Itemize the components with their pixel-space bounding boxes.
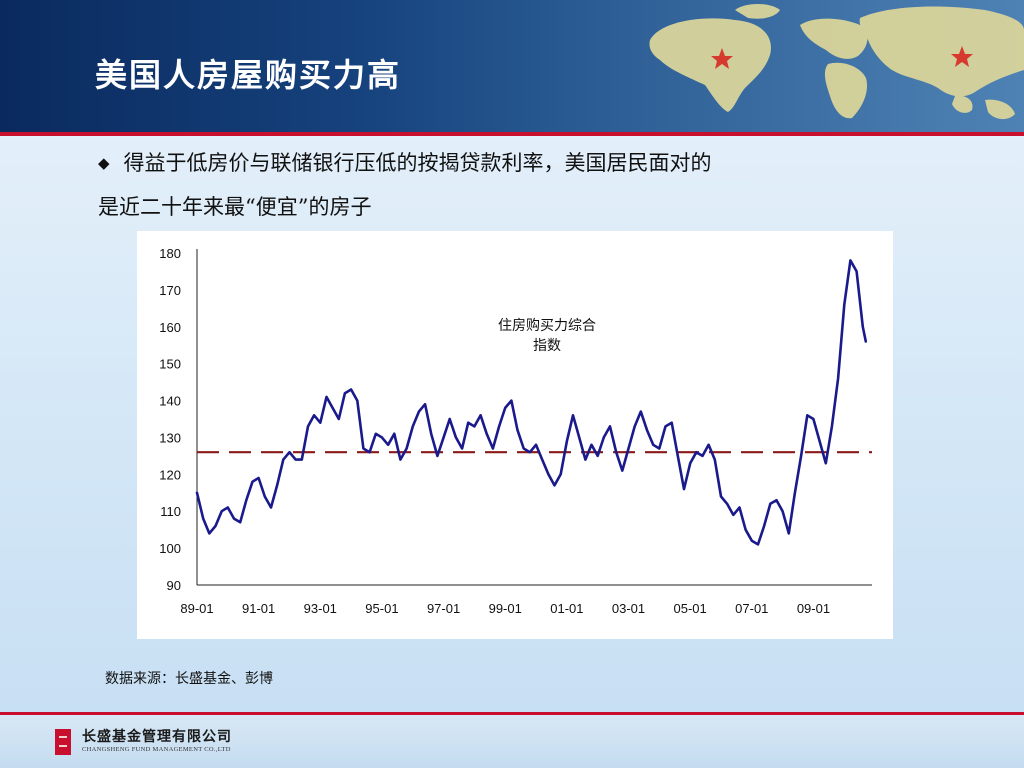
y-tick-label: 140 xyxy=(159,394,181,409)
y-tick-label: 130 xyxy=(159,430,181,445)
y-tick-label: 120 xyxy=(159,467,181,482)
affordability-chart: 90 100 110 120 130 140 150 160 170 180 89-01 91-01 9… xyxy=(159,246,872,616)
y-tick-label: 110 xyxy=(160,504,181,519)
chart-annotation-line-2: 指数 xyxy=(533,338,561,354)
y-tick-label: 180 xyxy=(159,246,181,261)
bullet-line-2: 是近二十年来最“便宜”的房子 xyxy=(98,195,372,219)
x-tick-label: 97-01 xyxy=(427,601,460,616)
x-tick-label: 07-01 xyxy=(735,601,768,616)
company-logo-icon xyxy=(55,729,71,755)
bullet-line-1: ◆ 得益于低房价与联储银行压低的按揭贷款利率，美国居民面对的 xyxy=(98,142,938,186)
chart-container: 90 100 110 120 130 140 150 160 170 180 89-01 91-01 9… xyxy=(137,231,893,639)
y-tick-label: 160 xyxy=(159,320,181,335)
data-source-note: 数据来源：长盛基金、彭博 xyxy=(105,671,273,687)
header-banner: 美国人房屋购买力高 xyxy=(0,0,1024,132)
bullet-paragraph: ◆ 得益于低房价与联储银行压低的按揭贷款利率，美国居民面对的 是近二十年来最“便宜… xyxy=(98,142,938,228)
footer-bar: 长盛基金管理有限公司 CHANGSHENG FUND MANAGEMENT CO… xyxy=(0,715,1024,768)
x-tick-label: 93-01 xyxy=(304,601,337,616)
page-title: 美国人房屋购买力高 xyxy=(95,56,402,94)
x-tick-label: 09-01 xyxy=(797,601,830,616)
x-tick-label: 99-01 xyxy=(489,601,522,616)
series-line xyxy=(195,259,868,546)
footer-divider xyxy=(0,712,1024,715)
x-tick-label: 05-01 xyxy=(674,601,707,616)
y-tick-label: 90 xyxy=(167,578,181,593)
y-tick-label: 150 xyxy=(159,357,181,372)
x-tick-label: 91-01 xyxy=(242,601,275,616)
company-name-en: CHANGSHENG FUND MANAGEMENT CO.,LTD xyxy=(82,746,231,753)
header-divider xyxy=(0,132,1024,136)
x-tick-label: 03-01 xyxy=(612,601,645,616)
y-tick-label: 100 xyxy=(159,541,181,556)
chart-annotation-line-1: 住房购买力综合 xyxy=(498,318,596,334)
company-name-cn: 长盛基金管理有限公司 xyxy=(82,729,232,745)
y-tick-label: 170 xyxy=(159,283,181,298)
diamond-bullet-icon: ◆ xyxy=(98,154,110,172)
world-map-image xyxy=(649,4,1024,120)
x-tick-label: 01-01 xyxy=(550,601,583,616)
x-tick-label: 89-01 xyxy=(180,601,213,616)
x-tick-label: 95-01 xyxy=(365,601,398,616)
bullet-text-line-1: 得益于低房价与联储银行压低的按揭贷款利率，美国居民面对的 xyxy=(123,151,712,175)
